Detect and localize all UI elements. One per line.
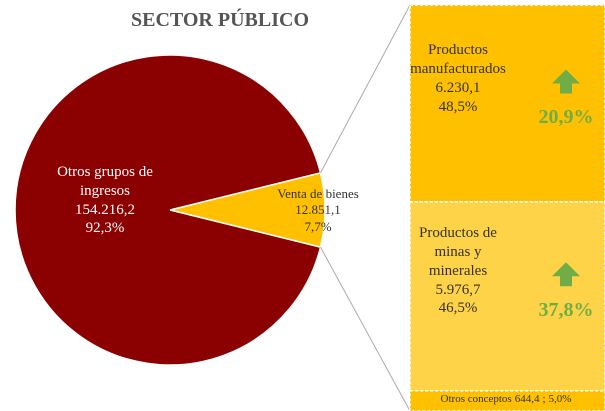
bar-label-text: 5.976,7 <box>435 281 481 298</box>
slice-label-text: 154.216,2 <box>75 201 135 218</box>
change-label-text: 37,8% <box>538 299 594 322</box>
bar-segment <box>409 389 605 411</box>
slice-label-text: 7,7% <box>304 218 332 234</box>
bar-label-text: Productos de minas y minerales <box>419 225 497 279</box>
slice-label-text: Venta de bienes <box>277 186 359 201</box>
bar-label-text: 5,0% <box>548 392 572 405</box>
slice-label-text: 92,3% <box>85 220 125 237</box>
bar-label: Productos de minas y minerales 5.976,7 46,… <box>408 224 508 318</box>
bar-label-text: 48,5% <box>438 98 478 115</box>
bar-label-text: Productos manufacturados <box>410 42 506 78</box>
bar-label-text: 644,4 <box>514 392 540 405</box>
arrow-up <box>552 262 580 287</box>
arrow-up <box>552 69 580 94</box>
change-label-text: 20,9% <box>538 106 594 129</box>
bar-label: Otros conceptos 644,4; 5,0% <box>410 393 605 407</box>
bar-label: Productos manufacturados 6.230,1 48,5% <box>408 41 508 116</box>
slice-label-text: 12.851,1 <box>295 202 341 218</box>
bar-label-text: 6.230,1 <box>435 79 481 96</box>
chart-title: SECTOR PÚBLICO <box>130 9 310 31</box>
connector <box>320 4 411 174</box>
change-label: 20,9% <box>526 105 605 130</box>
bar-label-text: ; <box>542 392 546 405</box>
bar-label-text: Otros conceptos <box>440 392 512 405</box>
slice-label-text: Otros grupos de ingresos <box>57 164 153 199</box>
connector <box>320 246 411 411</box>
bar-label-text: 46,5% <box>438 300 478 317</box>
bar-segment <box>409 201 605 392</box>
slice-label: Otros grupos de ingresos 154.216,2 92,3% <box>45 163 165 238</box>
bar-segment <box>409 4 605 203</box>
slice-label: Venta de bienes 12.851,1 7,7% <box>263 186 373 235</box>
pie-slice <box>14 54 322 366</box>
change-label: 37,8% <box>526 298 605 323</box>
